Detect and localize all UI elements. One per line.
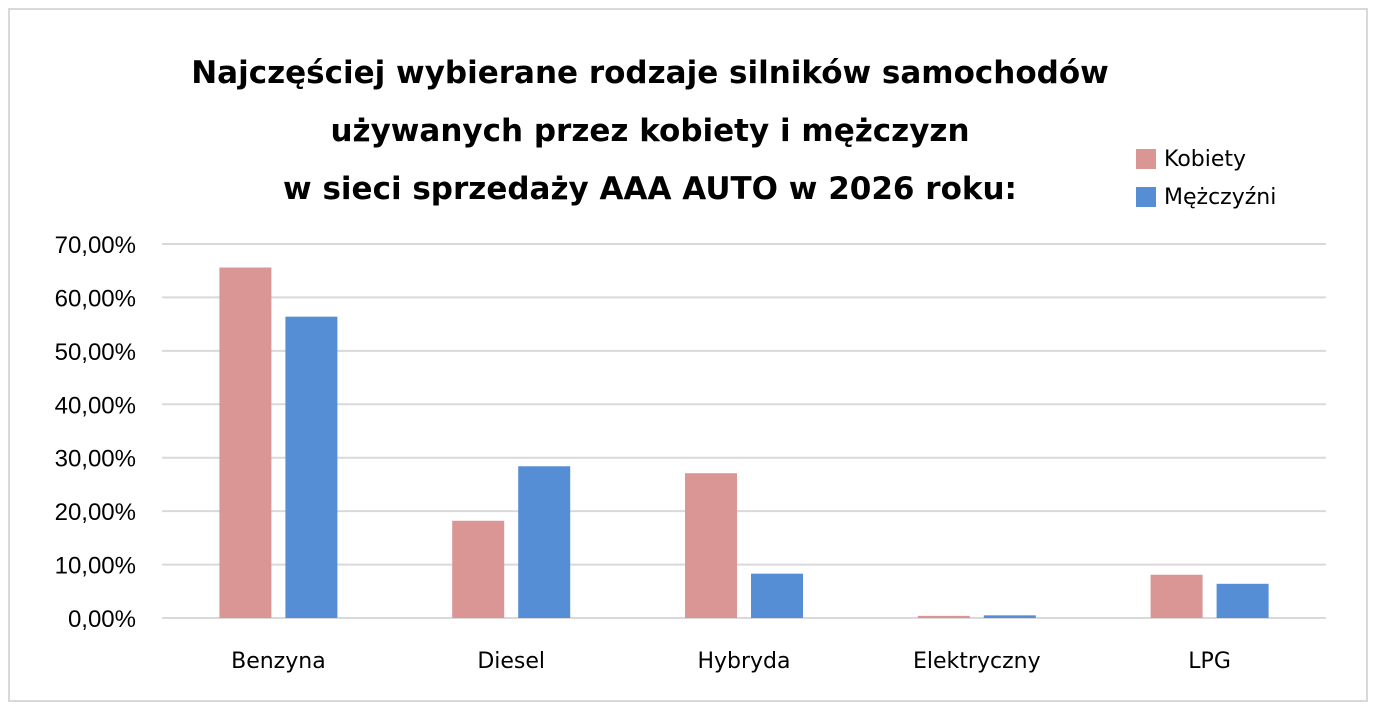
legend-item-kobiety: Kobiety: [1136, 140, 1276, 178]
x-category-label: Elektryczny: [913, 649, 1041, 674]
bar-mezczyzni: [285, 316, 338, 618]
y-tick-label: 70,00%: [55, 232, 136, 259]
bar-kobiety: [685, 473, 737, 618]
x-category-label: Benzyna: [231, 649, 326, 674]
x-category-label: LPG: [1188, 649, 1231, 674]
y-tick-label: 0,00%: [68, 606, 136, 633]
chart-title-line-1: Najczęściej wybierane rodzaje silników s…: [191, 55, 1109, 91]
y-tick-label: 20,00%: [55, 499, 136, 526]
bar-kobiety: [917, 615, 970, 618]
bar-mezczyzni: [983, 615, 1036, 618]
x-category-label: Hybryda: [697, 649, 790, 674]
y-tick-label: 60,00%: [55, 285, 136, 312]
y-tick-label: 30,00%: [55, 446, 136, 473]
y-tick-label: 10,00%: [55, 553, 136, 580]
chart-title-line-2: używanych przez kobiety i mężczyzn: [330, 113, 970, 149]
chart-title-line-3: w sieci sprzedaży AAA AUTO w 2026 roku:: [283, 171, 1017, 207]
bar-mezczyzni: [751, 573, 803, 618]
y-tick-label: 50,00%: [55, 339, 136, 366]
x-category-label: Diesel: [477, 649, 545, 674]
chart-title: Najczęściej wybierane rodzaje silników s…: [120, 44, 1180, 218]
legend-swatch-kobiety: [1136, 149, 1156, 169]
legend-label-kobiety: Kobiety: [1164, 146, 1247, 172]
legend-item-mezczyzni: Mężczyźni: [1136, 178, 1276, 216]
bar-kobiety: [219, 267, 272, 618]
bar-mezczyzni: [1216, 583, 1269, 618]
y-tick-label: 40,00%: [55, 392, 136, 419]
legend-label-mezczyzni: Mężczyźni: [1164, 184, 1277, 210]
bar-kobiety: [1150, 574, 1203, 618]
bar-mezczyzni: [518, 466, 571, 618]
bar-kobiety: [452, 520, 505, 618]
chart-legend: Kobiety Mężczyźni: [1136, 140, 1276, 216]
legend-swatch-mezczyzni: [1136, 187, 1156, 207]
